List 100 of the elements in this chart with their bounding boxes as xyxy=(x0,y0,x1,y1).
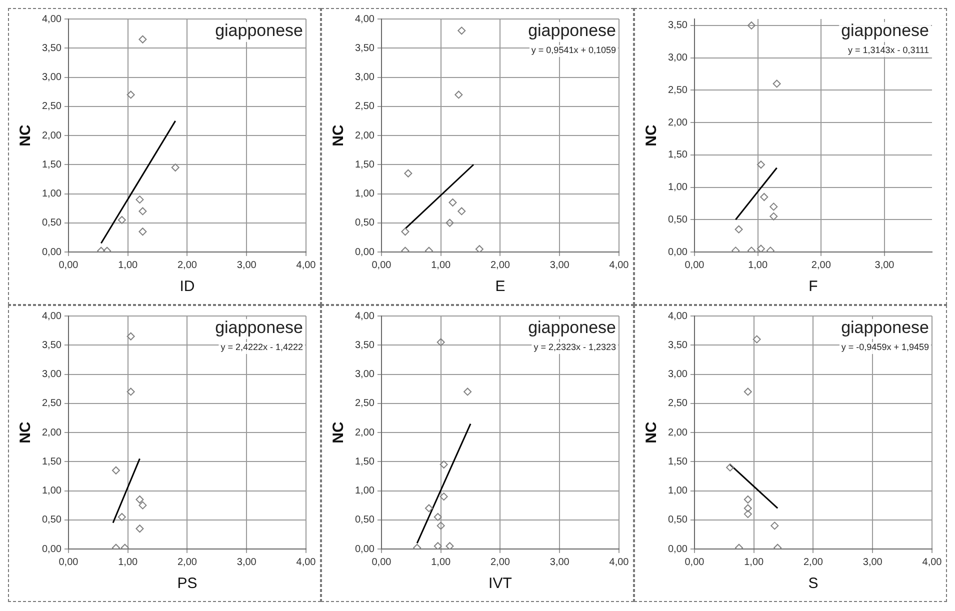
point xyxy=(752,335,761,344)
point xyxy=(744,388,752,396)
point xyxy=(747,21,756,30)
x-tick-label: 1,00 xyxy=(748,260,768,271)
annotation: giapponese xyxy=(215,21,303,40)
y-axis-title: NC xyxy=(643,422,660,444)
y-tick-label: 1,00 xyxy=(668,182,688,194)
x-tick-label: 0,00 xyxy=(684,556,705,568)
point xyxy=(126,388,135,396)
annotation: giapponese xyxy=(841,21,929,40)
y-tick-label: 2,00 xyxy=(42,130,62,142)
annotation: y = 0,9541x + 0,1059 xyxy=(531,44,616,55)
y-tick-label: 0,00 xyxy=(42,246,62,258)
x-tick-label: 3,00 xyxy=(550,556,570,568)
x-tick-label: 2,00 xyxy=(811,260,832,271)
point xyxy=(760,192,768,201)
y-tick-label: 1,00 xyxy=(354,486,375,496)
point xyxy=(475,245,484,252)
y-tick-label: 2,50 xyxy=(42,101,62,112)
annotation: y = 1,3143x - 0,3111 xyxy=(848,44,929,55)
point xyxy=(770,212,778,220)
y-tick-label: 3,50 xyxy=(354,340,375,351)
point xyxy=(138,207,147,216)
y-tick-label: 1,50 xyxy=(668,456,688,468)
y-tick-label: 1,00 xyxy=(42,188,62,200)
y-tick-label: 1,00 xyxy=(668,486,688,496)
x-tick-label: 3,00 xyxy=(236,556,257,568)
x-tick-label: 0,00 xyxy=(58,556,79,568)
y-tick-label: 1,50 xyxy=(354,159,375,170)
x-tick-label: 3,00 xyxy=(550,260,570,271)
y-tick-label: 0,50 xyxy=(354,514,375,526)
x-tick-label: 0,00 xyxy=(58,260,79,271)
y-tick-label: 3,50 xyxy=(42,42,62,54)
point xyxy=(136,196,144,204)
x-tick-label: 4,00 xyxy=(609,260,630,271)
x-tick-label: 2,00 xyxy=(803,556,824,568)
point xyxy=(756,244,765,252)
point xyxy=(744,510,752,518)
y-tick-label: 0,50 xyxy=(354,218,375,229)
annotation: giapponese xyxy=(528,21,616,40)
y-tick-label: 4,00 xyxy=(42,310,62,322)
x-tick-label: 0,00 xyxy=(372,260,392,271)
x-tick-label: 2,00 xyxy=(177,556,198,568)
point xyxy=(434,542,442,549)
point xyxy=(436,522,445,530)
point xyxy=(118,512,126,521)
x-tick-label: 4,00 xyxy=(922,556,942,568)
point xyxy=(440,492,448,501)
y-tick-label: 1,50 xyxy=(354,456,375,468)
y-tick-label: 3,50 xyxy=(354,42,375,54)
annotation: giapponese xyxy=(528,318,616,338)
point xyxy=(440,460,448,469)
point xyxy=(464,388,472,396)
y-tick-label: 0,50 xyxy=(668,214,688,226)
point xyxy=(772,80,781,88)
annotation: y = 2,2323x - 1,2323 xyxy=(534,342,616,352)
point xyxy=(112,466,120,474)
x-axis-title: S xyxy=(808,575,818,592)
x-axis-title: F xyxy=(808,278,818,296)
point xyxy=(136,524,144,533)
x-tick-label: 4,00 xyxy=(609,556,630,568)
point xyxy=(446,218,454,227)
point xyxy=(756,160,765,169)
y-tick-label: 4,00 xyxy=(354,14,375,25)
x-tick-label: 1,00 xyxy=(431,556,452,568)
x-tick-label: 1,00 xyxy=(118,260,138,271)
x-tick-label: 2,00 xyxy=(177,260,198,271)
point xyxy=(424,504,433,512)
annotation: y = -0,9459x + 1,9459 xyxy=(841,342,929,352)
point xyxy=(118,216,126,224)
x-axis-title: E xyxy=(495,278,506,296)
y-tick-label: 4,00 xyxy=(668,310,688,322)
y-tick-label: 3,50 xyxy=(668,20,688,32)
y-tick-label: 1,50 xyxy=(42,159,62,170)
x-tick-label: 1,00 xyxy=(431,260,452,271)
y-tick-label: 2,00 xyxy=(42,427,62,438)
point xyxy=(126,332,135,340)
annotation: y = 2,4222x - 1,4222 xyxy=(220,342,303,352)
y-tick-label: 0,00 xyxy=(354,246,375,258)
x-tick-label: 2,00 xyxy=(490,260,510,271)
y-tick-label: 0,50 xyxy=(42,218,62,229)
x-tick-label: 3,00 xyxy=(874,260,895,271)
y-axis-title: NC xyxy=(17,422,34,444)
x-tick-label: 4,00 xyxy=(296,260,316,271)
point xyxy=(734,225,743,234)
y-tick-label: 2,50 xyxy=(668,84,688,96)
point xyxy=(770,522,779,530)
y-tick-label: 0,50 xyxy=(668,514,688,526)
y-tick-label: 1,00 xyxy=(354,188,375,200)
x-axis-title: PS xyxy=(177,575,198,592)
point xyxy=(434,512,442,521)
y-tick-label: 2,00 xyxy=(668,117,688,128)
y-tick-label: 0,00 xyxy=(354,544,375,555)
x-axis-title: ID xyxy=(180,278,195,296)
x-tick-label: 4,00 xyxy=(296,556,316,568)
y-tick-label: 0,50 xyxy=(42,514,62,526)
point xyxy=(404,169,412,178)
point xyxy=(726,463,734,472)
annotation: giapponese xyxy=(215,318,303,338)
point xyxy=(744,504,752,512)
